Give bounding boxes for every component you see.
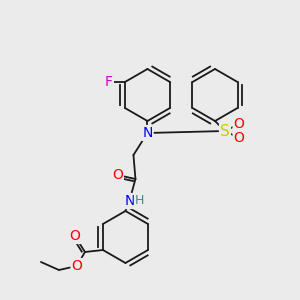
Text: N: N bbox=[124, 194, 135, 208]
Text: S: S bbox=[220, 124, 230, 139]
Text: O: O bbox=[112, 168, 123, 182]
Text: O: O bbox=[234, 131, 244, 145]
Text: N: N bbox=[142, 126, 153, 140]
Text: O: O bbox=[234, 117, 244, 131]
Text: O: O bbox=[70, 229, 80, 243]
Text: H: H bbox=[135, 194, 144, 208]
Text: F: F bbox=[105, 75, 113, 89]
Text: O: O bbox=[71, 259, 82, 273]
